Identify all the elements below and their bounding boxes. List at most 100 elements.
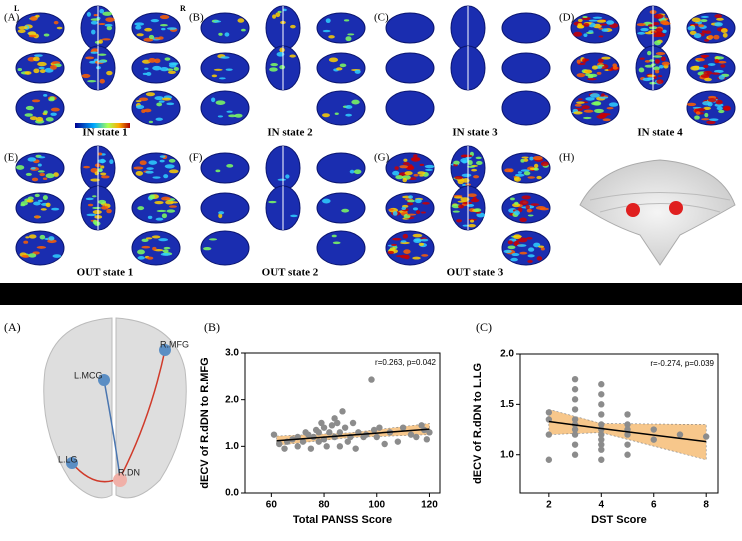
activation [655, 52, 666, 56]
activation [159, 159, 165, 163]
activation [328, 57, 339, 63]
activation [276, 51, 285, 57]
activation [650, 31, 658, 34]
activation [345, 36, 352, 42]
x-tick-label: 60 [266, 500, 278, 511]
panel-label: (F) [189, 152, 203, 164]
brain [501, 90, 551, 126]
activation [208, 238, 218, 241]
activation [168, 63, 177, 68]
activation [48, 236, 55, 241]
activation [476, 212, 486, 218]
activation [43, 94, 48, 97]
activation [135, 25, 142, 30]
activation [141, 109, 146, 113]
activation [654, 69, 660, 74]
activation [136, 33, 144, 37]
brain [131, 52, 181, 84]
activation [97, 152, 103, 156]
activation [97, 199, 107, 204]
activation [30, 16, 38, 21]
activation [402, 177, 407, 183]
activation [662, 29, 667, 33]
x-tick-label: 8 [703, 500, 709, 511]
point [336, 443, 344, 450]
activation [31, 177, 39, 182]
activation [35, 14, 40, 18]
activation [155, 117, 163, 121]
activation [707, 98, 717, 103]
activation [37, 61, 47, 67]
activation [29, 116, 38, 121]
activation [411, 157, 420, 161]
activation [50, 64, 57, 70]
activation [647, 74, 656, 78]
activation [583, 109, 594, 113]
activation [596, 114, 606, 119]
activation [703, 106, 711, 110]
activation [513, 234, 522, 240]
activation [166, 102, 175, 106]
activation [218, 32, 223, 36]
point [598, 441, 605, 448]
brain [15, 192, 65, 224]
point [598, 436, 605, 443]
activation [133, 166, 144, 170]
brain [80, 5, 116, 51]
activation [148, 34, 155, 40]
activation [154, 96, 164, 101]
activation [106, 70, 113, 76]
activation [467, 165, 476, 168]
activation [160, 252, 171, 256]
activation [161, 97, 172, 101]
activation [708, 34, 714, 40]
activation [226, 110, 233, 113]
point [318, 419, 325, 427]
activation [37, 199, 43, 203]
activation [93, 13, 98, 17]
activation [331, 234, 337, 238]
point [426, 429, 433, 436]
activation [582, 58, 587, 64]
point [399, 424, 407, 431]
brain [385, 12, 435, 44]
activation [689, 30, 697, 35]
activation [30, 167, 36, 170]
point [676, 431, 684, 438]
colorbar [75, 123, 130, 128]
activation [521, 156, 529, 159]
activation [100, 165, 105, 169]
activation [148, 57, 156, 63]
point [545, 456, 553, 463]
activation [576, 101, 585, 104]
point [305, 431, 312, 438]
panel-label: (B) [189, 12, 204, 24]
activation [714, 103, 724, 107]
activation [606, 20, 615, 25]
activation [406, 213, 417, 216]
state-title: OUT state 1 [77, 267, 134, 279]
activation [644, 64, 654, 68]
activation [653, 13, 664, 19]
activation [507, 245, 516, 250]
activation [21, 254, 30, 258]
activation [165, 200, 174, 205]
activation [152, 65, 162, 71]
activation [690, 65, 700, 71]
activation [453, 160, 460, 165]
activation [35, 116, 44, 122]
brain [15, 12, 65, 44]
activation [155, 217, 164, 221]
point [423, 436, 431, 443]
activation [583, 69, 593, 74]
activation [417, 171, 426, 175]
point [571, 396, 579, 403]
activation [528, 247, 535, 252]
activation [26, 199, 34, 203]
activation [520, 169, 530, 172]
activation [104, 23, 113, 27]
state-title: IN state 3 [452, 127, 498, 139]
state-title: OUT state 3 [447, 267, 504, 279]
x-axis-title: DST Score [591, 514, 647, 526]
activation [589, 93, 600, 98]
